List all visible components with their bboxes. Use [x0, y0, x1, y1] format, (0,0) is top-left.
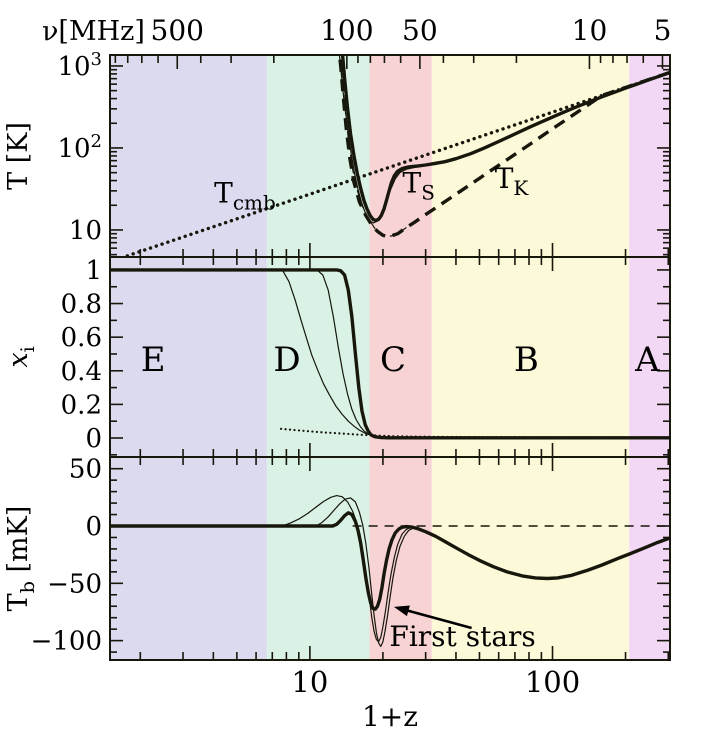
- y-tick-label: 0.8: [61, 290, 102, 320]
- y-tick-label: 0: [85, 424, 102, 454]
- panel-frame-ionized-fraction: 1 0.80.6 0.40.2 0: [61, 256, 671, 458]
- frequency-tick-label: 5: [654, 14, 672, 47]
- panel-frame-temperature: 10 102 103: [57, 49, 671, 258]
- y-tick-label: 10: [69, 216, 102, 246]
- frequency-tick-label: 10: [572, 14, 608, 47]
- y-tick-label: −50: [47, 569, 102, 599]
- era-label-A: A: [634, 340, 660, 380]
- first-stars-arrowhead: [393, 605, 410, 617]
- series-t-cmb-cmb-temperature: [118, 70, 670, 257]
- frequency-tick-label: 50: [402, 14, 438, 47]
- era-band-E: [110, 55, 267, 660]
- frequency-tick-label: 100: [320, 14, 373, 47]
- y-tick-label: −100: [31, 627, 102, 657]
- annotation-t: TK: [495, 162, 530, 200]
- panel-ionized-fraction: [110, 268, 670, 440]
- y-tick-label: 50: [69, 455, 102, 485]
- x-tick-label: 100: [525, 665, 580, 699]
- y-axis-title-ionized-fraction: xi: [3, 346, 39, 367]
- frequency-axis-label: ν[MHz]: [42, 16, 145, 47]
- x-axis-label: 1+z: [362, 700, 418, 733]
- series-t-k-gas-kinetic-temperature: [337, 55, 670, 239]
- y-tick-label: 0.4: [61, 357, 102, 387]
- y-tick-label: 0.2: [61, 390, 102, 420]
- y-tick-label: 103: [57, 49, 102, 82]
- series-t-b-mid-model: [315, 497, 419, 647]
- y-tick-label: 1: [85, 256, 102, 286]
- series-t-s-spin-temperature: [340, 55, 670, 223]
- era-label-C: C: [380, 340, 406, 380]
- panel-frame-brightness-temperature: 50 0 −50 −100: [31, 455, 671, 661]
- era-label-D: D: [273, 340, 300, 380]
- y-tick-label: 0.6: [61, 323, 102, 353]
- annotation-t: TS: [403, 166, 435, 204]
- first-stars-arrow: [404, 608, 472, 630]
- y-tick-label: 0: [85, 512, 102, 542]
- panel-temperature: [118, 55, 670, 257]
- y-axis-title-temperature: T [K]: [3, 122, 34, 190]
- panel-brightness-temperature: [110, 495, 670, 647]
- y-axis-title-brightness-temperature: Tb [mK]: [3, 506, 39, 612]
- y-tick-label: 102: [57, 131, 102, 164]
- annotation-t: Tcmb: [214, 176, 276, 214]
- x-tick-label: 10: [291, 665, 328, 699]
- era-label-B: B: [514, 340, 539, 380]
- series-x-i-fiducial-model: [110, 268, 670, 440]
- x-axis: 10 100 1+z: [291, 665, 580, 733]
- series-t-b-fiducial-model: [110, 511, 670, 611]
- era-label-E: E: [141, 340, 166, 380]
- frequency-axis: 500 100 50 10 5 ν[MHz]: [42, 14, 671, 69]
- frequency-tick-label: 500: [151, 14, 204, 47]
